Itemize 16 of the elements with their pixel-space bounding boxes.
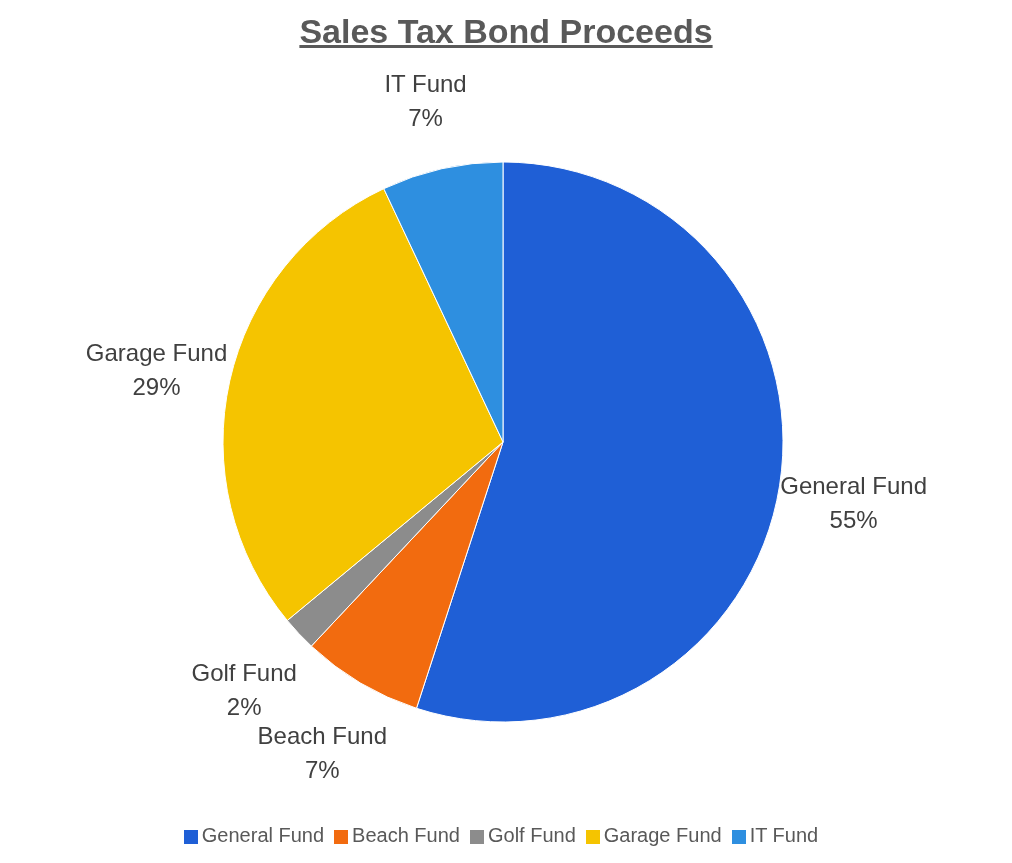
slice-label: General Fund: [780, 471, 928, 499]
data-label: 7%: [304, 755, 340, 783]
data-label: 7%: [408, 103, 443, 131]
legend-label: IT Fund: [749, 824, 819, 846]
legend-label: Beach Fund: [352, 824, 460, 846]
slice-label: Garage Fund: [85, 338, 228, 366]
slice-label: IT Fund: [384, 69, 467, 97]
legend-label: Garage Fund: [603, 824, 722, 846]
data-label: 55%: [829, 505, 878, 533]
data-label: 29%: [132, 372, 181, 400]
legend-label: General Fund: [201, 824, 325, 846]
legend-label: Golf Fund: [487, 824, 576, 846]
slice-label: Beach Fund: [257, 721, 387, 749]
data-label: 2%: [226, 693, 262, 721]
chart-title: Sales Tax Bond Proceeds: [298, 11, 714, 52]
slice-label: Golf Fund: [191, 659, 297, 687]
